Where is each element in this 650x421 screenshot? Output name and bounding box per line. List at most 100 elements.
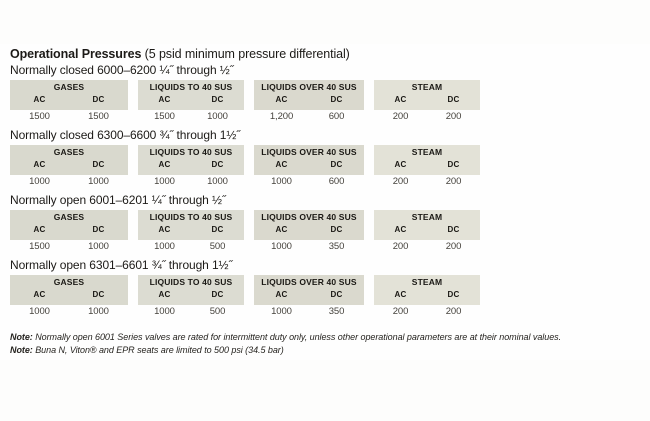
value-row-liquids-to-40-sus: 1000 1000 xyxy=(138,176,244,190)
subcolumn-label-ac: AC xyxy=(158,160,171,169)
subcolumn-label-ac: AC xyxy=(394,225,407,234)
page-top-margin xyxy=(0,0,650,44)
column-group-label-gases: GASES xyxy=(53,82,85,92)
value-gases-ac: 1000 xyxy=(29,306,50,317)
column-group-steam: STEAM AC DC xyxy=(374,80,480,110)
column-group-liquids-over-40-sus: LIQUIDS OVER 40 SUS AC DC xyxy=(254,145,364,175)
column-group-liquids-over-40-sus: LIQUIDS OVER 40 SUS AC DC xyxy=(254,275,364,305)
column-group-label-gases: GASES xyxy=(53,277,85,287)
pressure-table-2: GASES AC DC 1000 1000 LIQUIDS TO 40 SUS … xyxy=(10,145,642,192)
subcolumn-label-dc: DC xyxy=(92,225,105,234)
footnote-1-label: Note: xyxy=(10,332,33,342)
value-steam-ac: 200 xyxy=(392,241,409,252)
value-row-steam: 200 200 xyxy=(374,241,480,255)
subcolumn-label-ac: AC xyxy=(33,160,46,169)
subcolumn-label-dc: DC xyxy=(211,160,224,169)
value-gases-ac: 1500 xyxy=(29,241,50,252)
footnote-2-label: Note: xyxy=(10,344,33,355)
value-liquidsover-ac: 1000 xyxy=(271,241,292,252)
subcolumn-label-dc: DC xyxy=(92,95,105,104)
value-steam-dc: 200 xyxy=(445,241,462,252)
value-row-liquids-over-40-sus: 1000 600 xyxy=(254,176,364,190)
value-liquidsover-dc: 350 xyxy=(328,306,345,317)
value-liquidsover-ac: 1000 xyxy=(271,306,292,317)
subcolumn-label-dc: DC xyxy=(92,290,105,299)
page-title-qualifier: (5 psid minimum pressure differential) xyxy=(141,47,350,61)
subcolumn-label-dc: DC xyxy=(330,290,343,299)
pressure-table-4: GASES AC DC 1000 1000 LIQUIDS TO 40 SUS … xyxy=(10,275,642,322)
column-group-label-liquids-to-40-sus: LIQUIDS TO 40 SUS xyxy=(149,277,233,287)
value-steam-ac: 200 xyxy=(392,176,409,187)
value-liquids40-ac: 1500 xyxy=(154,111,175,122)
value-steam-dc: 200 xyxy=(445,306,462,317)
column-group-label-steam: STEAM xyxy=(411,147,443,157)
footnote-2: Note: Buna N, Viton® and EPR seats are l… xyxy=(10,344,642,357)
value-gases-ac: 1000 xyxy=(29,176,50,187)
footnote-1: Note: Normally open 6001 Series valves a… xyxy=(10,331,642,344)
column-group-liquids-over-40-sus: LIQUIDS OVER 40 SUS AC DC xyxy=(254,80,364,110)
subcolumn-label-ac: AC xyxy=(33,225,46,234)
value-row-gases: 1000 1000 xyxy=(10,306,128,320)
column-group-steam: STEAM AC DC xyxy=(374,275,480,305)
column-group-gases: GASES AC DC xyxy=(10,275,128,305)
column-group-liquids-to-40-sus: LIQUIDS TO 40 SUS AC DC xyxy=(138,80,244,110)
subcolumn-label-dc: DC xyxy=(447,225,460,234)
value-row-liquids-over-40-sus: 1000 350 xyxy=(254,241,364,255)
value-row-liquids-over-40-sus: 1,200 600 xyxy=(254,111,364,125)
column-group-label-steam: STEAM xyxy=(411,82,443,92)
value-row-gases: 1000 1000 xyxy=(10,176,128,190)
subcolumn-label-dc: DC xyxy=(211,225,224,234)
document-content: Operational Pressures (5 psid minimum pr… xyxy=(10,46,642,356)
subcolumn-label-ac: AC xyxy=(275,95,288,104)
value-steam-dc: 200 xyxy=(445,176,462,187)
value-liquids40-dc: 500 xyxy=(209,306,226,317)
value-gases-ac: 1500 xyxy=(29,111,50,122)
column-group-label-gases: GASES xyxy=(53,212,85,222)
value-steam-dc: 200 xyxy=(445,111,462,122)
column-group-liquids-to-40-sus: LIQUIDS TO 40 SUS AC DC xyxy=(138,210,244,240)
column-group-label-liquids-over-40-sus: LIQUIDS OVER 40 SUS xyxy=(261,212,357,222)
subcolumn-label-ac: AC xyxy=(158,95,171,104)
value-liquidsover-dc: 350 xyxy=(328,241,345,252)
footnote-2-text: Buna N, Viton® and EPR seats are limited… xyxy=(32,344,284,355)
column-group-label-liquids-to-40-sus: LIQUIDS TO 40 SUS xyxy=(149,82,233,92)
value-row-gases: 1500 1500 xyxy=(10,111,128,125)
subcolumn-label-ac: AC xyxy=(158,225,171,234)
subcolumn-label-ac: AC xyxy=(33,95,46,104)
subcolumn-label-ac: AC xyxy=(394,95,407,104)
column-group-label-liquids-to-40-sus: LIQUIDS TO 40 SUS xyxy=(149,212,233,222)
value-liquids40-dc: 1000 xyxy=(207,111,228,122)
value-steam-ac: 200 xyxy=(392,306,409,317)
column-group-label-liquids-over-40-sus: LIQUIDS OVER 40 SUS xyxy=(261,82,357,92)
footnote-1-text: Normally open 6001 Series valves are rat… xyxy=(32,332,562,342)
subcolumn-label-dc: DC xyxy=(447,160,460,169)
value-liquids40-dc: 500 xyxy=(209,241,226,252)
value-row-liquids-to-40-sus: 1000 500 xyxy=(138,306,244,320)
subcolumn-label-dc: DC xyxy=(447,290,460,299)
value-gases-dc: 1500 xyxy=(88,111,109,122)
subcolumn-label-dc: DC xyxy=(330,95,343,104)
column-group-liquids-to-40-sus: LIQUIDS TO 40 SUS AC DC xyxy=(138,145,244,175)
subcolumn-label-ac: AC xyxy=(394,160,407,169)
subcolumn-label-ac: AC xyxy=(394,290,407,299)
column-group-label-liquids-over-40-sus: LIQUIDS OVER 40 SUS xyxy=(261,147,357,157)
column-group-label-steam: STEAM xyxy=(411,277,443,287)
subcolumn-label-ac: AC xyxy=(33,290,46,299)
column-group-steam: STEAM AC DC xyxy=(374,210,480,240)
subcolumn-label-dc: DC xyxy=(92,160,105,169)
column-group-label-steam: STEAM xyxy=(411,212,443,222)
value-liquidsover-dc: 600 xyxy=(328,111,345,122)
value-row-steam: 200 200 xyxy=(374,111,480,125)
value-steam-ac: 200 xyxy=(392,111,409,122)
subcolumn-label-dc: DC xyxy=(447,95,460,104)
value-liquids40-ac: 1000 xyxy=(154,306,175,317)
column-group-label-gases: GASES xyxy=(53,147,85,157)
page-title: Operational Pressures (5 psid minimum pr… xyxy=(10,46,642,62)
subcolumn-label-ac: AC xyxy=(275,160,288,169)
section-heading-2: Normally closed 6300–6600 ¾˝ through 1½˝ xyxy=(10,128,241,142)
value-row-gases: 1500 1000 xyxy=(10,241,128,255)
subcolumn-label-dc: DC xyxy=(211,95,224,104)
value-liquids40-dc: 1000 xyxy=(207,176,228,187)
column-group-gases: GASES AC DC xyxy=(10,80,128,110)
